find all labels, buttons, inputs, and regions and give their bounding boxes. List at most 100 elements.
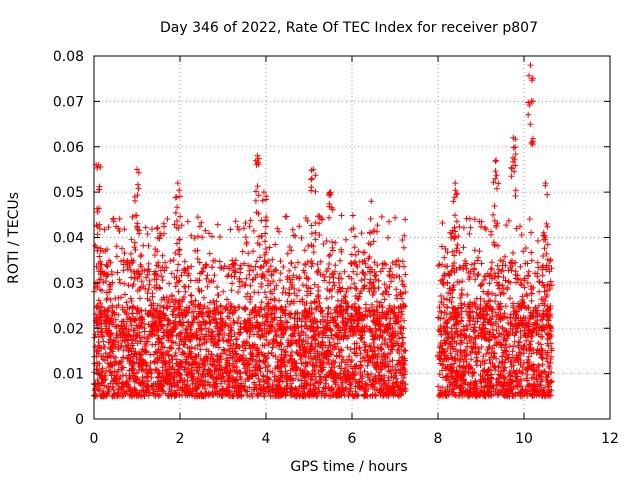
data-point [507, 295, 513, 302]
data-point [374, 262, 381, 269]
data-point [296, 287, 302, 294]
data-point [239, 248, 246, 255]
data-point [344, 344, 351, 351]
data-point [318, 308, 325, 315]
data-point [247, 282, 254, 289]
data-point [361, 276, 368, 283]
data-point [155, 259, 162, 266]
data-point [277, 277, 283, 284]
data-point [219, 309, 226, 316]
data-point [316, 300, 323, 306]
data-point [159, 252, 166, 259]
data-point [257, 378, 263, 385]
data-point [94, 231, 101, 238]
data-point [228, 327, 235, 334]
data-point [435, 262, 442, 269]
data-point [157, 285, 164, 292]
data-point [393, 286, 400, 293]
data-point [178, 375, 185, 382]
data-point [116, 215, 123, 222]
data-point [181, 258, 188, 265]
data-point [378, 213, 385, 220]
data-point [300, 282, 306, 289]
data-point [181, 283, 188, 290]
data-point [303, 314, 310, 321]
data-point [520, 248, 527, 255]
data-point [214, 221, 221, 228]
data-point [128, 298, 135, 305]
data-point [488, 231, 495, 238]
data-point [169, 292, 175, 299]
data-point [168, 353, 175, 360]
data-point [100, 344, 107, 350]
data-point [203, 262, 210, 269]
data-point [386, 283, 393, 290]
data-point [471, 247, 478, 254]
data-point [128, 236, 135, 243]
data-point [193, 277, 199, 284]
data-point [114, 269, 121, 276]
data-point [187, 277, 194, 284]
data-point [539, 272, 546, 279]
data-point [528, 257, 535, 264]
data-point [374, 303, 381, 310]
data-point [505, 278, 512, 285]
data-point [481, 224, 488, 231]
data-point [355, 248, 362, 255]
data-point [121, 226, 128, 233]
data-point [475, 254, 482, 261]
data-point [152, 358, 159, 364]
data-point [317, 258, 324, 265]
data-point [338, 212, 345, 219]
data-point [119, 245, 125, 252]
data-point [544, 223, 551, 230]
data-point [175, 288, 182, 295]
data-point [175, 261, 182, 268]
data-point [269, 256, 276, 263]
data-point [375, 277, 382, 284]
data-point [116, 228, 123, 235]
data-point [387, 367, 394, 374]
data-point [464, 291, 471, 298]
data-point [204, 283, 211, 290]
data-point [528, 229, 535, 236]
data-point [112, 354, 119, 361]
data-point [334, 313, 341, 320]
data-point [315, 332, 322, 339]
data-point [187, 292, 194, 299]
data-point [283, 318, 289, 325]
data-point [381, 281, 388, 288]
data-point [199, 234, 206, 241]
data-point [267, 323, 274, 329]
data-point [289, 226, 296, 233]
data-point [330, 335, 337, 342]
data-point [265, 350, 272, 357]
data-point [142, 224, 149, 231]
data-point [242, 234, 249, 241]
data-point [296, 223, 303, 230]
data-point [261, 342, 268, 349]
data-point [385, 234, 391, 241]
data-point [374, 222, 381, 229]
data-point [228, 303, 235, 310]
data-point [358, 335, 365, 342]
data-point [129, 310, 136, 317]
data-point [182, 284, 189, 290]
data-point [245, 262, 252, 269]
data-point [257, 254, 263, 261]
data-point [352, 233, 359, 240]
data-point [188, 232, 195, 239]
data-point [277, 258, 284, 265]
data-point [525, 272, 531, 279]
data-point [273, 373, 279, 380]
data-point [174, 240, 180, 247]
data-point [332, 239, 339, 246]
data-point [369, 383, 376, 390]
data-point [294, 311, 301, 318]
data-point [336, 280, 343, 286]
data-point [341, 293, 348, 300]
data-point [226, 315, 233, 322]
data-point [243, 275, 250, 282]
data-point [276, 228, 282, 235]
